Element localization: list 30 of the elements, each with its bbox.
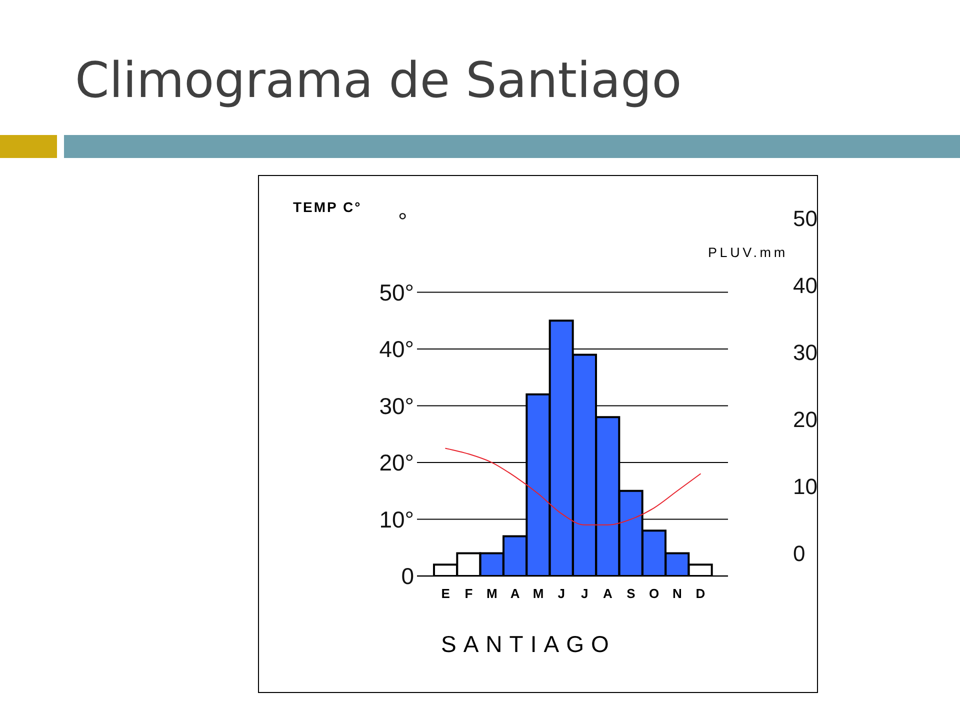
text: ° [398,208,408,234]
x-axis-title: SANTIAGO [441,630,616,657]
y-tick-label: 50° [379,279,414,306]
y-tick-label: 10° [379,506,414,532]
x-tick-label: A [510,586,520,602]
y2-tick-label: 0 [793,540,806,566]
x-tick-label: N [672,586,682,602]
x-tick-label: J [558,586,566,602]
line-series [445,448,701,526]
y2-tick-label: 30 [793,340,818,365]
y-tick-label: 20° [379,450,414,476]
y2-tick-label: 40 [793,272,818,298]
x-tick-label: D [696,586,706,602]
x-tick-label: E [441,586,450,602]
x-tick-label: O [649,586,660,602]
y-tick-label: 30° [379,392,414,419]
chart-title: Climograma de Santiago [75,52,682,109]
y-tick-label: 0 [401,563,414,590]
y2-tick-label: 10 [793,474,818,499]
y2-tick-label: 20 [793,406,818,432]
x-tick-label: A [603,586,614,602]
x-tick-label: F [464,586,473,602]
y-tick-label: 40° [379,336,414,362]
x-tick-label: J [580,586,588,602]
y-axis-title: TEMP C° [293,198,362,214]
x-tick-label: M [532,586,544,602]
x-tick-label: M [486,586,498,602]
y2-tick-label: 50 [793,206,818,231]
y2-axis-title: PLUV.mm [708,244,788,260]
x-tick-label: S [626,586,636,602]
